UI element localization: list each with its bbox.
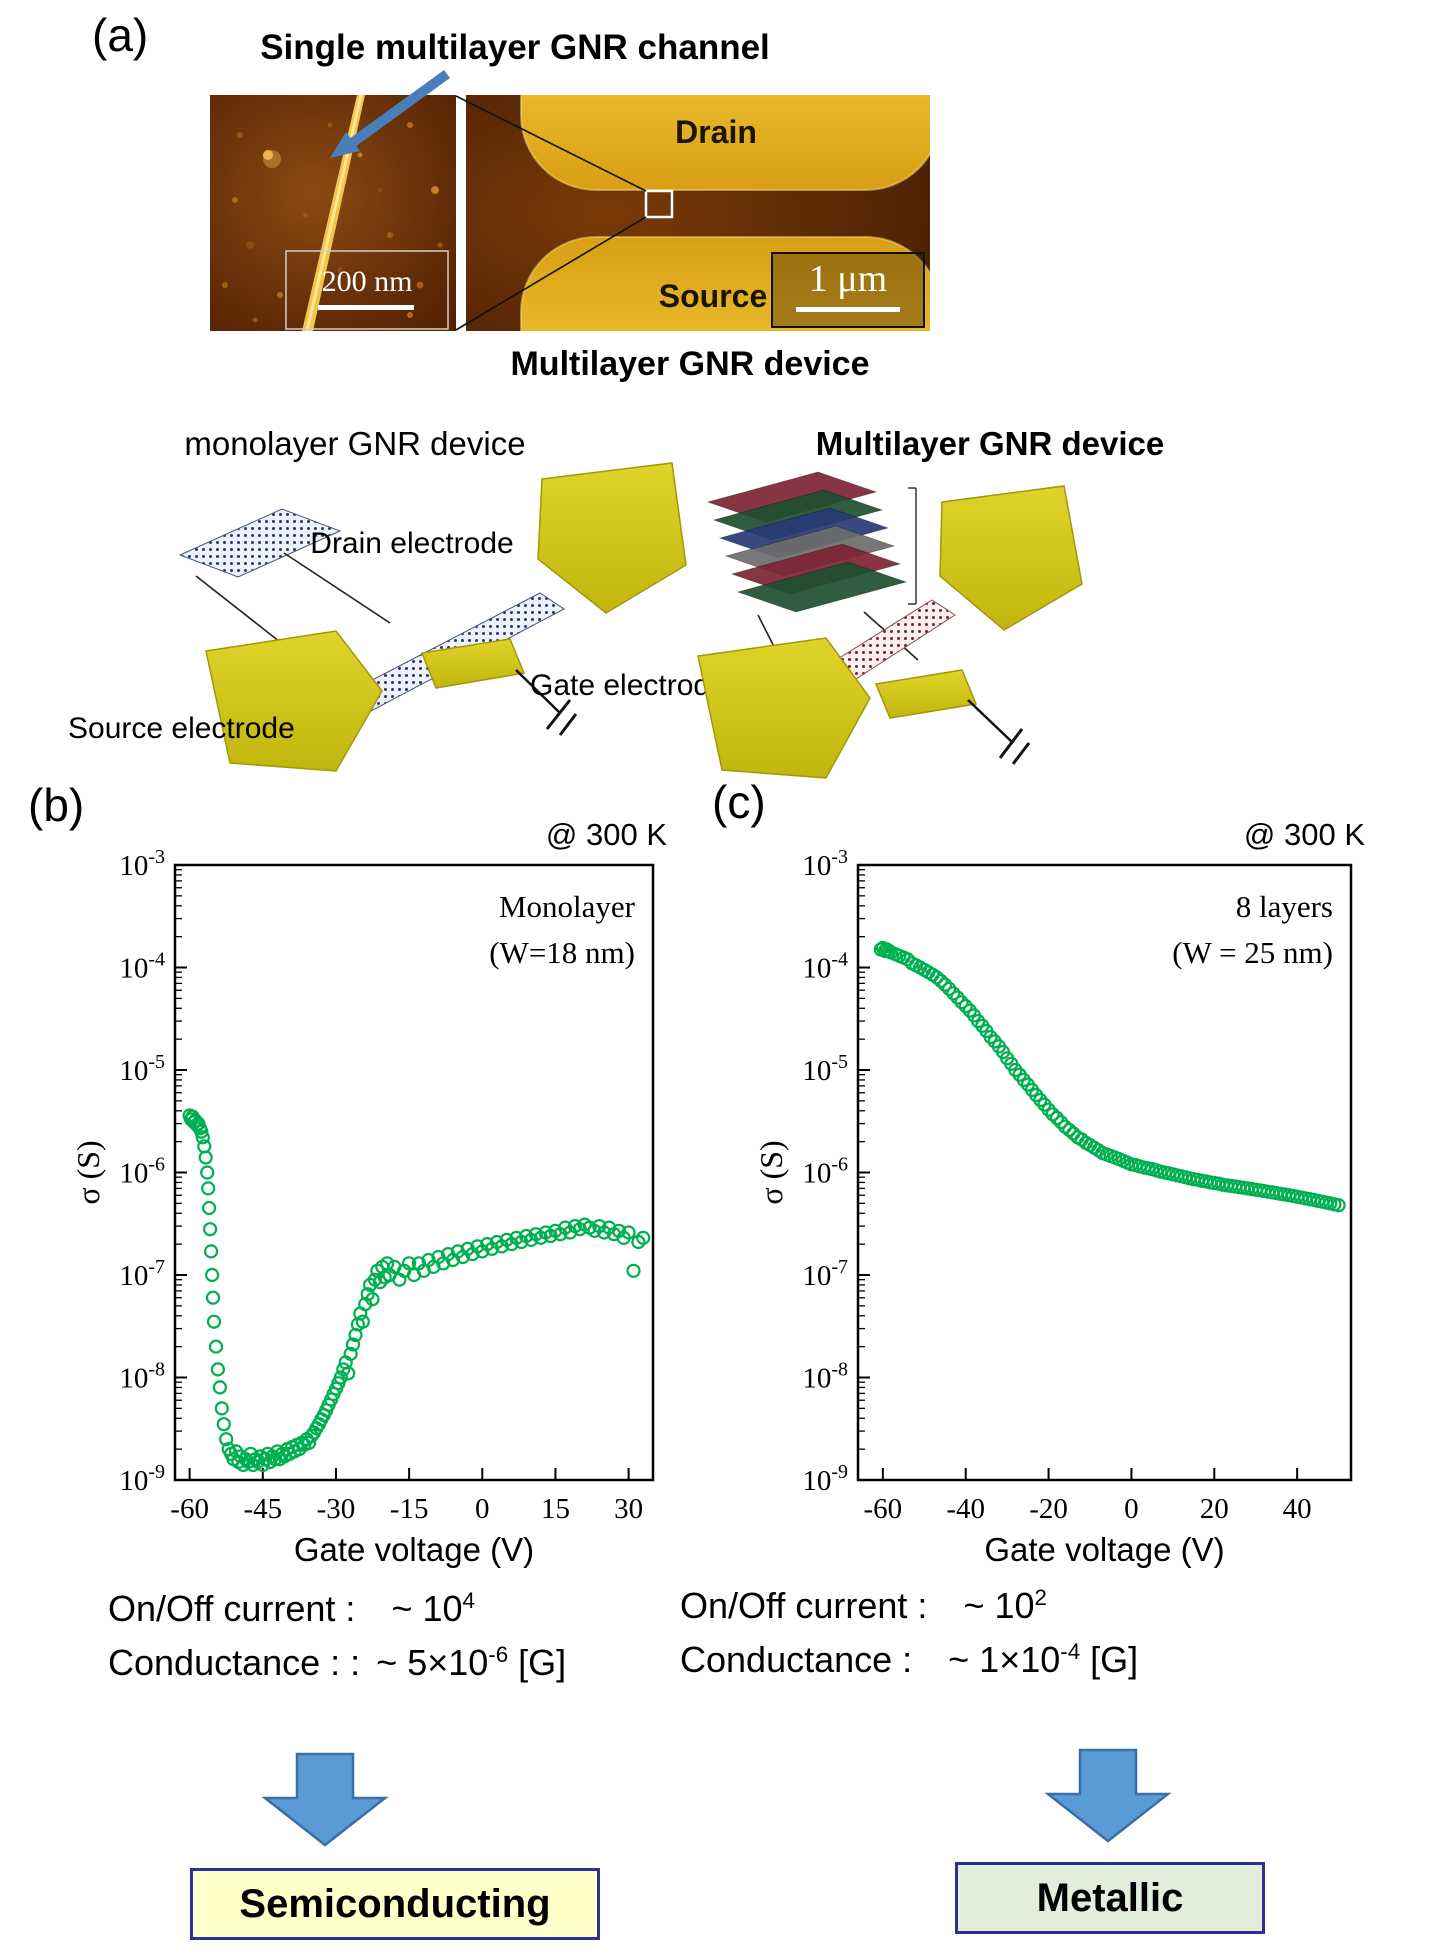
temperature-note: @ 300 K: [546, 817, 667, 852]
onoff-current-text-b: On/Off current : ~ 104: [108, 1588, 475, 1629]
svg-text:15: 15: [541, 1493, 570, 1525]
down-arrow-icon: [1044, 1748, 1172, 1843]
svg-text:-45: -45: [243, 1493, 282, 1525]
scale-bar-200nm-label: 200 nm: [322, 265, 413, 298]
gate-electrode-label: Gate electrode: [530, 669, 727, 702]
stack-bracket: [908, 487, 917, 605]
ground-symbol-icon: [545, 699, 578, 736]
svg-text:10-3: 10-3: [802, 846, 848, 882]
afm-zoom-image: 200 nm: [210, 94, 456, 336]
svg-text:10-9: 10-9: [119, 1461, 165, 1497]
svg-text:10-7: 10-7: [802, 1256, 848, 1292]
chart-c: 10-9 10-8 10-7 10-6 10-5 10-4 10-3 -60 -40 -20 0 20…: [753, 795, 1373, 1590]
svg-text:10-5: 10-5: [119, 1051, 165, 1087]
device-caption: Multilayer GNR device: [510, 345, 870, 383]
panel-c-label: (c): [712, 776, 766, 828]
drain-label: Drain: [675, 114, 757, 150]
svg-text:40: 40: [1283, 1493, 1312, 1525]
drain-electrode: [537, 462, 687, 614]
chart-b: 10-9 10-8 10-7 10-6 10-5 10-4 10-3 -60 -45 -30 -15…: [70, 795, 675, 1590]
svg-text:10-5: 10-5: [802, 1051, 848, 1087]
svg-text:-60: -60: [170, 1493, 209, 1525]
scale-bar-1um: [796, 307, 900, 312]
afm-device-image: Drain Source 1 μm: [466, 24, 942, 403]
conductance-text-b: Conductance : : ~ 5×10-6 [G]: [108, 1642, 567, 1683]
svg-text:0: 0: [1124, 1493, 1139, 1525]
svg-text:10-6: 10-6: [119, 1154, 165, 1190]
svg-text:10-8: 10-8: [802, 1359, 848, 1395]
gate-electrode: [874, 669, 978, 719]
svg-text:10-8: 10-8: [119, 1359, 165, 1395]
temperature-note: @ 300 K: [1244, 817, 1365, 852]
svg-text:-30: -30: [317, 1493, 356, 1525]
svg-text:10-7: 10-7: [119, 1256, 165, 1292]
svg-text:10-4: 10-4: [119, 949, 165, 985]
series-annotation: (W = 25 nm): [1172, 935, 1333, 970]
monolayer-title: monolayer GNR device: [184, 425, 526, 462]
ground-symbol-icon: [998, 728, 1031, 765]
svg-text:-20: -20: [1029, 1493, 1068, 1525]
svg-text:0: 0: [475, 1493, 490, 1525]
gate-electrode: [420, 638, 526, 689]
series-annotation: (W=18 nm): [489, 935, 635, 970]
svg-text:10-3: 10-3: [119, 846, 165, 882]
svg-text:-15: -15: [390, 1493, 429, 1525]
zoom-region-box: [644, 189, 674, 219]
y-axis-label: σ (S): [758, 1140, 789, 1204]
source-label: Source: [659, 278, 767, 314]
conductance-text-c: Conductance : ~ 1×10-4 [G]: [680, 1639, 1139, 1680]
panel-a-label: (a): [92, 9, 149, 61]
svg-text:10-9: 10-9: [802, 1461, 848, 1497]
metallic-box: Metallic: [955, 1862, 1265, 1934]
svg-text:20: 20: [1200, 1493, 1229, 1525]
drain-electrode-label: Drain electrode: [310, 527, 513, 560]
svg-text:10-6: 10-6: [802, 1154, 848, 1190]
y-axis-label: σ (S): [75, 1140, 106, 1204]
series-annotation: 8 layers: [1236, 889, 1333, 924]
series-annotation: Monolayer: [499, 889, 636, 924]
down-arrow-icon: [261, 1752, 389, 1847]
scale-bar-1um-label: 1 μm: [809, 258, 887, 300]
semiconducting-box: Semiconducting: [190, 1868, 600, 1940]
x-axis-label: Gate voltage (V): [294, 1531, 534, 1568]
monolayer-schematic: Drain electrode Gate electrode Source el…: [60, 455, 760, 805]
svg-text:-40: -40: [946, 1493, 985, 1525]
x-axis-label: Gate voltage (V): [984, 1531, 1224, 1568]
monolayer-flake: [178, 508, 342, 578]
svg-text:30: 30: [614, 1493, 643, 1525]
source-electrode-label: Source electrode: [68, 712, 295, 745]
multilayer-schematic: [650, 460, 1120, 810]
scale-bar-200nm: [318, 305, 414, 310]
drain-electrode: [939, 485, 1083, 631]
panel-b-label: (b): [28, 779, 85, 831]
source-electrode: [205, 630, 383, 772]
multilayer-title: Multilayer GNR device: [815, 425, 1165, 462]
afm-speckles: [222, 122, 443, 323]
multilayer-stack: [706, 471, 908, 613]
onoff-current-text-c: On/Off current : ~ 102: [680, 1585, 1047, 1626]
source-electrode: [697, 637, 871, 779]
svg-text:10-4: 10-4: [802, 949, 848, 985]
svg-text:-60: -60: [864, 1493, 903, 1525]
figure-title: Single multilayer GNR channel: [260, 28, 770, 67]
